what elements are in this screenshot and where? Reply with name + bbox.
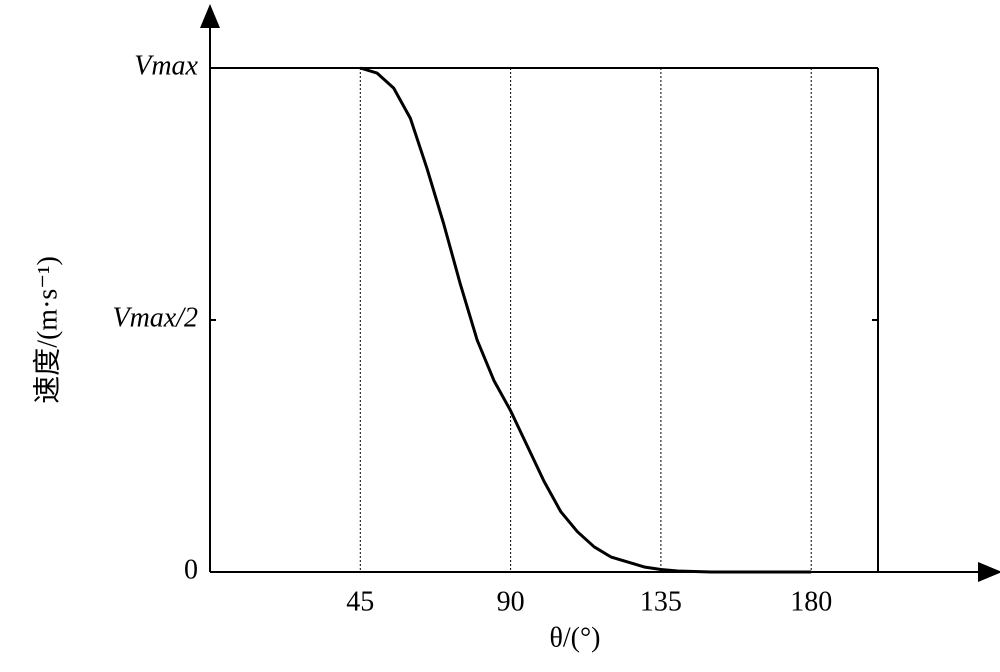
y-tick-label: Vmax/2 (112, 302, 198, 333)
x-tick-label: 45 (346, 586, 374, 617)
x-tick-label: 180 (790, 586, 832, 617)
y-axis-label: 速度/(m·s⁻¹) (31, 256, 63, 404)
x-tick-label: 135 (640, 586, 682, 617)
x-tick-label: 90 (497, 586, 525, 617)
x-axis-label: θ/(°) (549, 622, 600, 653)
line-series (359, 66, 812, 574)
y-tick-label: 0 (184, 554, 198, 585)
y-tick-label: Vmax (134, 50, 198, 81)
